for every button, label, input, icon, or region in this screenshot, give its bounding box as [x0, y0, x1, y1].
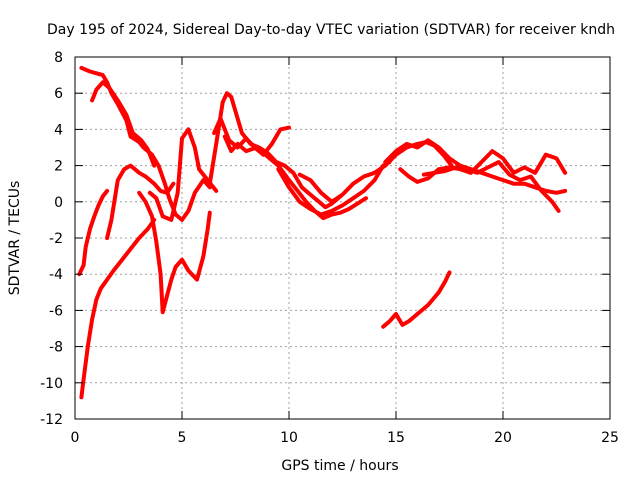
series-track-7	[147, 127, 219, 222]
series-track-6	[137, 190, 212, 315]
y-tick-label: -2	[49, 231, 63, 247]
grid	[75, 57, 610, 419]
y-tick-label: 2	[54, 159, 63, 175]
series-track-2	[90, 80, 157, 168]
x-tick-label: 20	[494, 430, 512, 446]
y-tick-label: 6	[54, 86, 63, 102]
x-axis-label: GPS time / hours	[281, 458, 398, 474]
y-tick-label: -8	[49, 340, 63, 356]
series-track-11	[276, 160, 392, 217]
x-tick-label: 5	[178, 430, 187, 446]
y-tick-label: 8	[54, 50, 63, 66]
axis-ticks: 0 5 10 15 20 25 -12 -10 -8 -6 -4 -2 0 2 4 6 8	[40, 50, 619, 446]
data-series	[77, 65, 568, 400]
series-track-8	[207, 91, 343, 210]
y-tick-label: 0	[54, 195, 63, 211]
x-tick-label: 25	[601, 430, 619, 446]
y-tick-label: -10	[40, 376, 63, 392]
y-tick-label: -4	[49, 267, 63, 283]
series-track-10	[222, 134, 368, 221]
y-tick-label: 4	[54, 122, 63, 138]
series-track-1	[79, 65, 212, 222]
y-axis-label: SDTVAR / TECUs	[7, 181, 23, 296]
series-track-14	[398, 149, 568, 184]
series-track-3	[77, 188, 110, 277]
x-tick-label: 10	[280, 430, 298, 446]
series-track-9	[212, 116, 291, 157]
series-track-16	[381, 270, 452, 329]
series-track-4	[79, 217, 157, 400]
series-track-5	[105, 163, 176, 240]
chart-title: Day 195 of 2024, Sidereal Day-to-day VTE…	[47, 22, 615, 38]
x-tick-label: 0	[71, 430, 80, 446]
y-tick-label: -6	[49, 303, 63, 319]
series-track-15	[421, 160, 561, 213]
y-tick-label: -12	[40, 412, 63, 428]
x-tick-label: 15	[387, 430, 405, 446]
